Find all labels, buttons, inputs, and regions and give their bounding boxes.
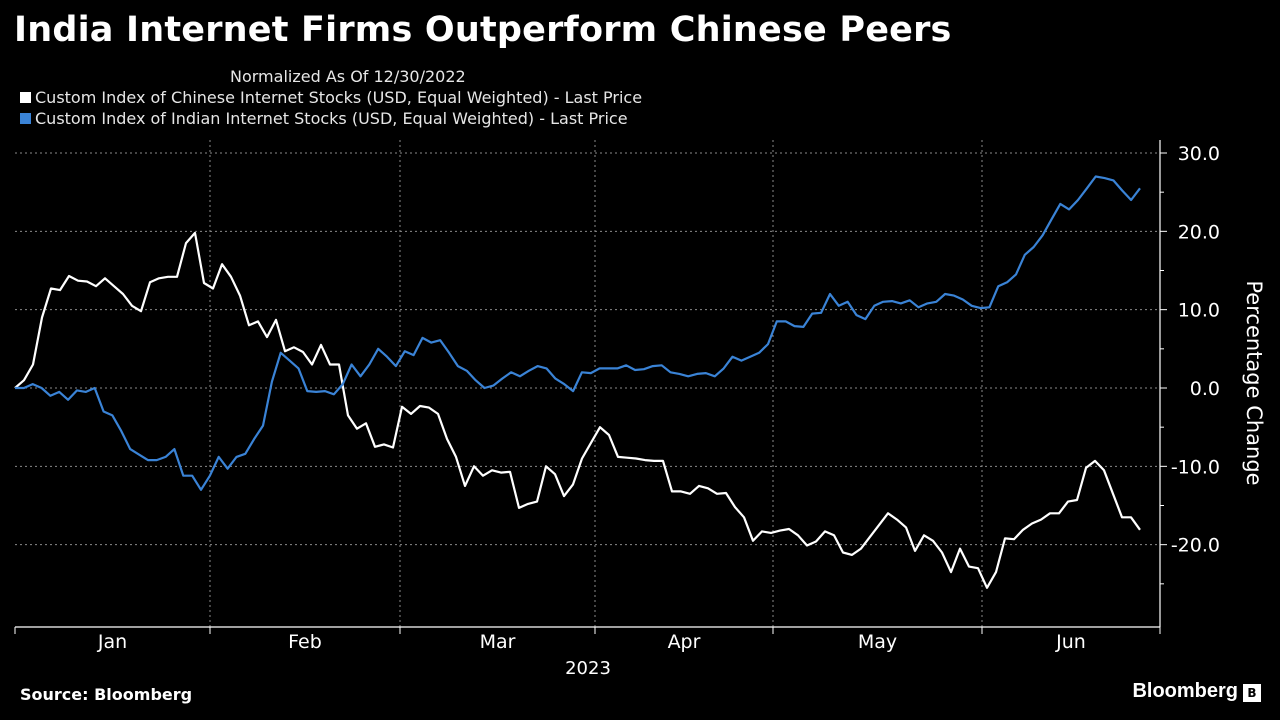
legend-item-indian: Custom Index of Indian Internet Stocks (… (20, 108, 642, 129)
legend-label-chinese: Custom Index of Chinese Internet Stocks … (35, 88, 643, 107)
legend-swatch-chinese (20, 92, 31, 103)
legend: Normalized As Of 12/30/2022 Custom Index… (20, 66, 642, 129)
x-tick-label: Mar (480, 631, 516, 653)
chart-subtitle: Normalized As Of 12/30/2022 (230, 67, 466, 86)
legend-item-chinese: Custom Index of Chinese Internet Stocks … (20, 87, 642, 108)
series-line-chinese (14, 231, 1141, 589)
y-axis-label: Percentage Change (1242, 280, 1266, 485)
x-tick-label: May (858, 631, 897, 653)
x-axis-year-label: 2023 (565, 658, 611, 679)
legend-label-indian: Custom Index of Indian Internet Stocks (… (35, 109, 628, 128)
bloomberg-logo: Bloomberg (1132, 680, 1238, 702)
x-tick-label: Apr (668, 631, 701, 653)
y-tick-label: -20.0 (1171, 535, 1220, 557)
y-tick-label: -10.0 (1171, 456, 1220, 478)
y-tick-label: 0.0 (1190, 378, 1220, 400)
legend-swatch-indian (20, 113, 31, 124)
x-tick-label: Feb (288, 631, 322, 653)
series-lines (14, 175, 1141, 589)
axes: 30.0 20.0 10.0 0.0 -10.0 -20.0 Jan Feb Mar Apr May… (14, 140, 1220, 653)
source-note: Source: Bloomberg (20, 685, 193, 704)
y-tick-label: 20.0 (1178, 221, 1220, 243)
y-tick-label: 30.0 (1178, 143, 1220, 165)
y-tick-label: 10.0 (1178, 300, 1220, 322)
chart-title: India Internet Firms Outperform Chinese … (14, 10, 952, 50)
gridlines (15, 140, 1160, 627)
series-line-indian (15, 175, 1141, 491)
x-tick-label: Jan (97, 631, 127, 653)
x-tick-label: Jun (1055, 631, 1086, 653)
bloomberg-terminal-icon: B (1243, 684, 1261, 702)
